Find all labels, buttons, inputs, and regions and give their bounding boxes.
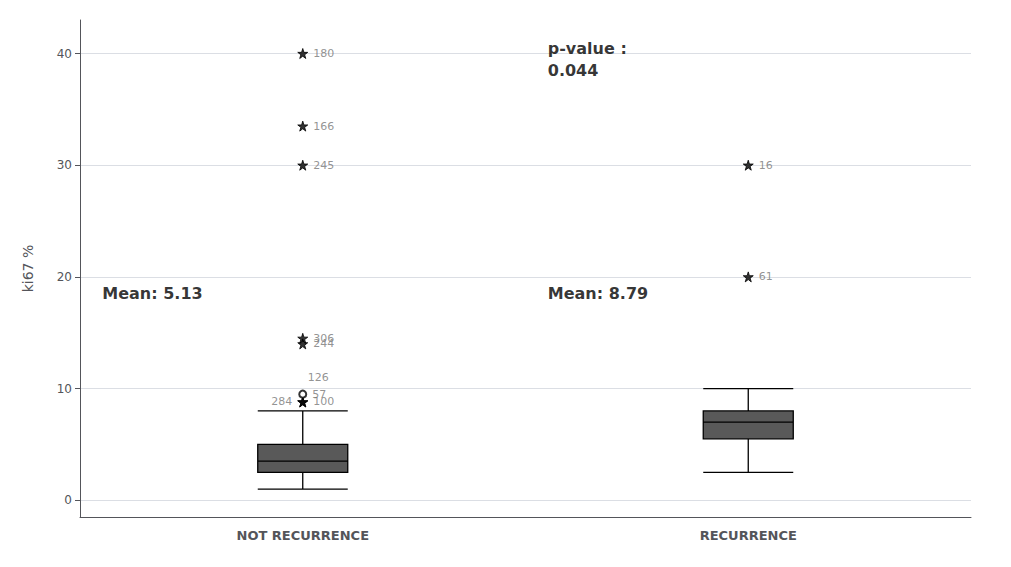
svg-text:100: 100: [313, 395, 335, 409]
svg-text:Mean: 5.13: Mean: 5.13: [102, 284, 202, 303]
svg-text:10: 10: [57, 382, 72, 396]
svg-text:61: 61: [759, 270, 773, 283]
svg-text:RECURRENCE: RECURRENCE: [700, 528, 797, 543]
svg-text:p-value :: p-value :: [548, 39, 627, 58]
svg-text:244: 244: [313, 337, 334, 350]
svg-text:126: 126: [308, 371, 329, 384]
svg-text:166: 166: [313, 120, 334, 133]
svg-text:30: 30: [57, 158, 72, 172]
svg-text:Mean: 8.79: Mean: 8.79: [548, 284, 648, 303]
svg-text:57: 57: [312, 388, 326, 401]
svg-text:0: 0: [64, 493, 72, 507]
svg-text:40: 40: [57, 47, 72, 61]
svg-text:284: 284: [271, 395, 292, 408]
svg-text:20: 20: [57, 270, 72, 284]
svg-text:16: 16: [759, 159, 773, 172]
svg-text:ki67 %: ki67 %: [20, 245, 36, 293]
svg-text:180: 180: [313, 47, 334, 60]
svg-text:NOT RECURRENCE: NOT RECURRENCE: [236, 528, 369, 543]
svg-text:245: 245: [313, 159, 334, 172]
svg-text:0.044: 0.044: [548, 61, 599, 80]
